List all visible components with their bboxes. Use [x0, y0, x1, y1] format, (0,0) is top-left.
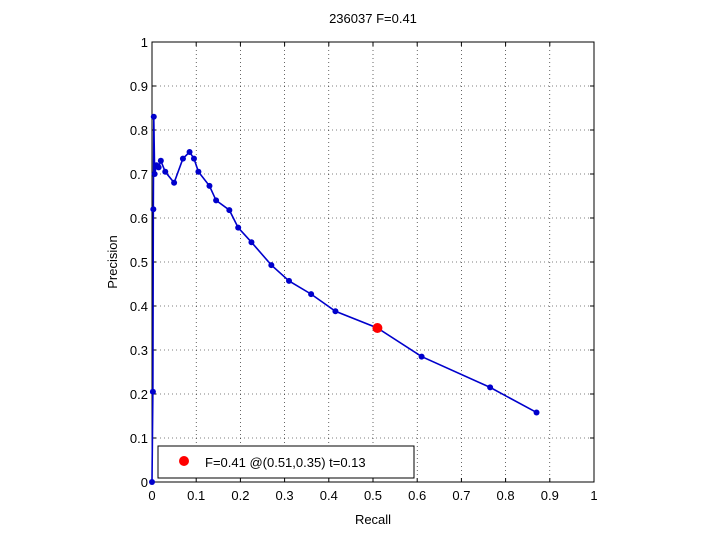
- pr-point: [206, 182, 213, 189]
- y-tick-label: 0.9: [130, 79, 148, 94]
- pr-point: [186, 149, 193, 155]
- pr-point: [162, 168, 169, 175]
- x-tick-label: 0.4: [320, 488, 338, 503]
- pr-point: [157, 157, 164, 164]
- legend-box: [157, 445, 415, 479]
- x-tick-label: 0.2: [231, 488, 249, 503]
- pr-point: [150, 113, 157, 120]
- pr-point: [226, 207, 233, 214]
- x-tick-label: 0: [148, 488, 155, 503]
- pr-point: [286, 277, 293, 284]
- y-tick-label: 1: [141, 35, 148, 50]
- pr-point: [533, 409, 540, 416]
- pr-point: [213, 197, 220, 204]
- y-axis-label: Precision: [105, 235, 120, 288]
- pr-point: [179, 155, 186, 162]
- y-tick-label: 0.7: [130, 167, 148, 182]
- x-tick-label: 0.1: [187, 488, 205, 503]
- grid-lines: [152, 42, 594, 482]
- y-tick-label: 0: [141, 475, 148, 490]
- y-tick-label: 0.8: [130, 123, 148, 138]
- pr-point: [235, 224, 242, 231]
- y-tick-label: 0.2: [130, 387, 148, 402]
- y-tick-label: 0.4: [130, 299, 148, 314]
- pr-point: [268, 262, 275, 269]
- x-tick-label: 0.9: [541, 488, 559, 503]
- pr-point: [151, 171, 158, 177]
- y-tick-label: 0.6: [130, 211, 148, 226]
- y-tick-label: 0.1: [130, 431, 148, 446]
- pr-point: [155, 164, 162, 171]
- x-tick-label: 0.6: [408, 488, 426, 503]
- pr-point: [149, 388, 156, 395]
- pr-point: [487, 384, 494, 391]
- series-layer: [149, 113, 540, 485]
- pr-point: [248, 239, 255, 246]
- best-f-point: [372, 323, 383, 333]
- pr-point: [332, 308, 339, 315]
- legend: F=0.41 @(0.51,0.35) t=0.13: [157, 445, 415, 479]
- y-tick-label: 0.5: [130, 255, 148, 270]
- pr-point: [171, 179, 178, 186]
- pr-point: [308, 291, 315, 298]
- y-tick-label: 0.3: [130, 343, 148, 358]
- x-tick-label: 0.3: [276, 488, 294, 503]
- x-axis-label: Recall: [355, 512, 391, 527]
- pr-point: [150, 206, 157, 213]
- pr-point: [418, 353, 425, 360]
- pr-point: [190, 155, 197, 162]
- x-tick-label: 0.7: [452, 488, 470, 503]
- pr-point: [195, 168, 202, 175]
- chart-title: 236037 F=0.41: [329, 11, 417, 26]
- legend-label: F=0.41 @(0.51,0.35) t=0.13: [205, 455, 366, 470]
- legend-marker: [179, 456, 189, 466]
- x-tick-label: 0.8: [497, 488, 515, 503]
- x-tick-label: 0.5: [364, 488, 382, 503]
- pr-point: [149, 479, 155, 485]
- axis-ticks: 0 0.1 0.2 0.3 0.4 0.5 0.6 0.7 0.8 0.9 1 0 0.1 0.2 0.3 0…: [130, 35, 598, 503]
- x-tick-label: 1: [590, 488, 597, 503]
- pr-curve: [151, 116, 537, 483]
